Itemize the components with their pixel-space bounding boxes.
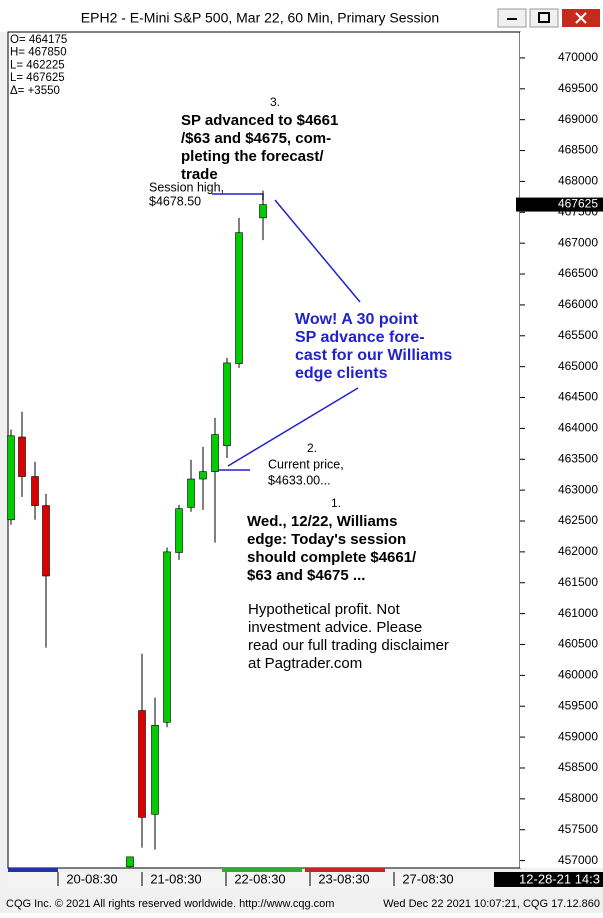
y-tick-label: 459000 — [558, 729, 598, 743]
candle-body — [235, 232, 243, 364]
y-tick-label: 468500 — [558, 143, 598, 157]
price-axis — [520, 32, 603, 868]
x-tick-label: 22-08:30 — [234, 871, 285, 886]
footer-left: CQG Inc. © 2021 All rights reserved worl… — [6, 898, 334, 910]
annotation-text: investment advice. Please — [248, 619, 422, 636]
y-tick-label: 468000 — [558, 174, 598, 188]
annotation-text: Current price, — [268, 457, 344, 471]
session-strip — [305, 868, 385, 872]
candle-body — [18, 436, 26, 477]
candle-body — [211, 434, 219, 472]
session-strip — [8, 868, 58, 872]
connector — [274, 199, 361, 303]
y-tick-label: 459500 — [558, 698, 598, 712]
annotation-text: SP advance fore- — [295, 329, 425, 346]
time-axis — [8, 872, 603, 888]
annotation-text: $4678.50 — [149, 194, 201, 208]
annotation-text: $63 and $4675 ... — [247, 567, 365, 584]
y-tick-label: 461500 — [558, 575, 598, 589]
annotation-text: SP advanced to $4661 — [181, 112, 338, 129]
y-tick-label: 457000 — [558, 853, 598, 867]
y-tick-label: 462000 — [558, 544, 598, 558]
candle-body — [223, 362, 231, 446]
annotation-text: Wed., 12/22, Williams — [247, 513, 397, 530]
y-tick-label: 463000 — [558, 482, 598, 496]
ohlc-line: H= 467850 — [10, 47, 67, 59]
session-strip — [222, 868, 302, 872]
candle-body — [175, 508, 183, 553]
y-tick-label: 462500 — [558, 513, 598, 527]
ohlc-line: O= 464175 — [10, 34, 67, 46]
x-tick-label: 23-08:30 — [318, 871, 369, 886]
y-tick-label: 466500 — [558, 266, 598, 280]
connector — [227, 387, 359, 467]
y-tick-label: 464500 — [558, 390, 598, 404]
x-tick-label: 27-08:30 — [402, 871, 453, 886]
y-tick-label: 465000 — [558, 359, 598, 373]
y-tick-label: 458500 — [558, 760, 598, 774]
x-label-highlight — [494, 872, 603, 887]
annotation-text: 3. — [270, 95, 280, 109]
y-tick-label: 469500 — [558, 81, 598, 95]
candle-body — [259, 204, 267, 219]
last-price-label: 467625 — [558, 197, 598, 211]
annotation-text: /$63 and $4675, com- — [181, 130, 331, 147]
annotation-text: trade — [181, 166, 218, 183]
y-tick-label: 463500 — [558, 451, 598, 465]
candle-body — [151, 725, 159, 815]
annotation-text: should complete $4661/ — [247, 549, 417, 566]
annotation-text: pleting the forecast/ — [181, 148, 324, 165]
annotation-text: Session high, — [149, 180, 224, 194]
annotation-text: read our full trading disclaimer — [248, 637, 449, 654]
candle-body — [163, 551, 171, 723]
candle-body — [31, 476, 39, 506]
ohlc-line: Δ= +3550 — [10, 85, 60, 97]
annotation-text: at Pagtrader.com — [248, 655, 362, 672]
y-tick-label: 460500 — [558, 637, 598, 651]
y-tick-label: 467000 — [558, 235, 598, 249]
annotation-text: Wow! A 30 point — [295, 311, 419, 328]
y-tick-label: 469000 — [558, 112, 598, 126]
candle-body — [7, 435, 15, 521]
candle-body — [126, 856, 134, 868]
annotation-text: $4633.00... — [268, 473, 331, 487]
candle-body — [42, 505, 50, 577]
close-icon — [575, 12, 587, 24]
candle-body — [138, 710, 146, 818]
y-tick-label: 461000 — [558, 606, 598, 620]
y-tick-label: 470000 — [558, 50, 598, 64]
y-tick-label: 460000 — [558, 668, 598, 682]
y-tick-label: 464000 — [558, 421, 598, 435]
ohlc-line: L= 467625 — [10, 72, 65, 84]
x-tick-label: 20-08:30 — [66, 871, 117, 886]
window-title: EPH2 - E-Mini S&P 500, Mar 22, 60 Min, P… — [81, 10, 439, 26]
annotation-text: edge clients — [295, 365, 388, 382]
footer-right: Wed Dec 22 2021 10:07:21, CQG 17.12.860 — [383, 898, 600, 910]
annotation-text: cast for our Williams — [295, 347, 452, 364]
annotation-text: 1. — [331, 496, 341, 510]
annotation-text: Hypothetical profit. Not — [248, 601, 401, 618]
y-tick-label: 466000 — [558, 297, 598, 311]
y-tick-label: 465500 — [558, 328, 598, 342]
x-tick-label: 21-08:30 — [150, 871, 201, 886]
maximize-button[interactable] — [529, 8, 559, 28]
annotation-text: edge: Today's session — [247, 531, 406, 548]
y-tick-label: 457500 — [558, 822, 598, 836]
maximize-icon — [538, 12, 550, 23]
ohlc-line: L= 462225 — [10, 59, 65, 71]
candle-body — [199, 471, 207, 480]
y-tick-label: 458000 — [558, 791, 598, 805]
last-price-box — [516, 197, 603, 212]
candle-body — [187, 478, 195, 508]
plot-area — [7, 31, 521, 869]
annotation-text: 2. — [307, 441, 317, 455]
x-tick-label: 12-28-21 14:3 — [519, 871, 600, 886]
